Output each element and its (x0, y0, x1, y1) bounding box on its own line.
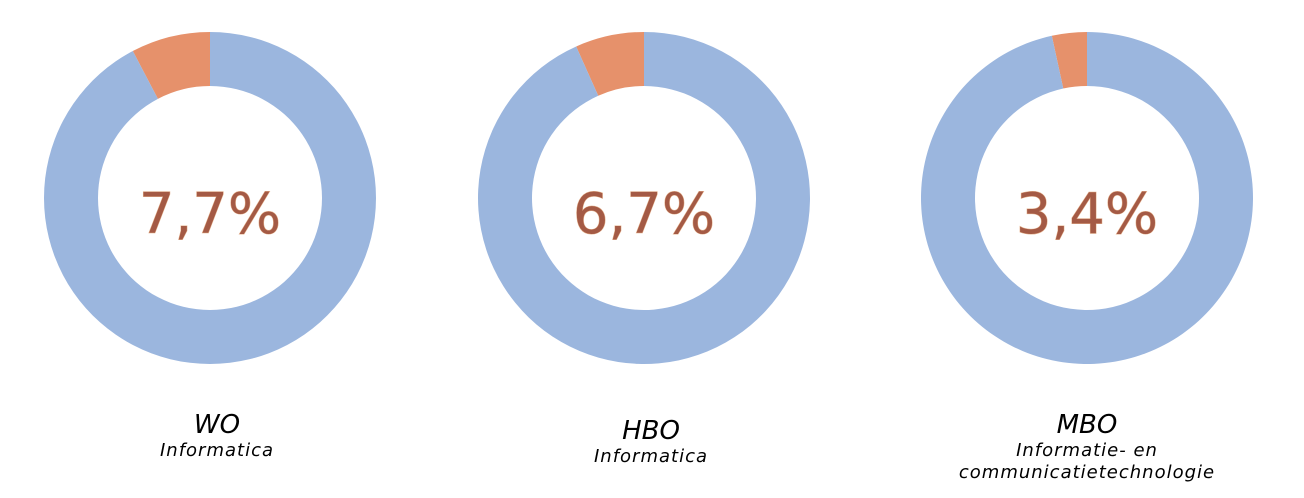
donut-slice-highlight (576, 32, 644, 96)
donut-svg-wo: 7,7% (43, 32, 376, 364)
chart-caption: MBO Informatie- en communicatietechnolog… (870, 410, 1304, 484)
chart-subtitle-line-2: communicatietechnologie (958, 462, 1216, 483)
chart-subtitle: Informatica (159, 440, 275, 461)
donut-svg-hbo: 6,7% (477, 32, 810, 365)
center-percentage-label: 6,7% (573, 182, 715, 247)
chart-subtitle-line-1: Informatie- en (1016, 440, 1158, 461)
chart-caption: WO Informatica (0, 410, 434, 462)
chart-title: HBO (622, 416, 680, 446)
chart-caption: HBO Informatica (434, 416, 868, 468)
donut-chart-hbo: 6,7% HBO Informatica (434, 0, 868, 498)
donut-slice-remainder (477, 32, 810, 365)
donut-slice-highlight (132, 32, 210, 99)
center-percentage-label: 3,4% (1016, 182, 1158, 247)
chart-title: MBO (1056, 410, 1118, 440)
donut-svg-mbo: 3,4% (921, 32, 1253, 364)
chart-title: WO (193, 410, 241, 440)
donut-chart-mbo: 3,4% MBO Informatie- en communicatietech… (870, 0, 1304, 498)
center-percentage-label: 7,7% (139, 182, 281, 247)
donut-chart-wo: 7,7% WO Informatica (0, 0, 434, 498)
donut-slice-highlight (1051, 32, 1087, 89)
donut-slice-remainder (43, 32, 376, 364)
donut-slice-remainder (921, 32, 1253, 364)
chart-subtitle: Informatica (593, 446, 709, 467)
